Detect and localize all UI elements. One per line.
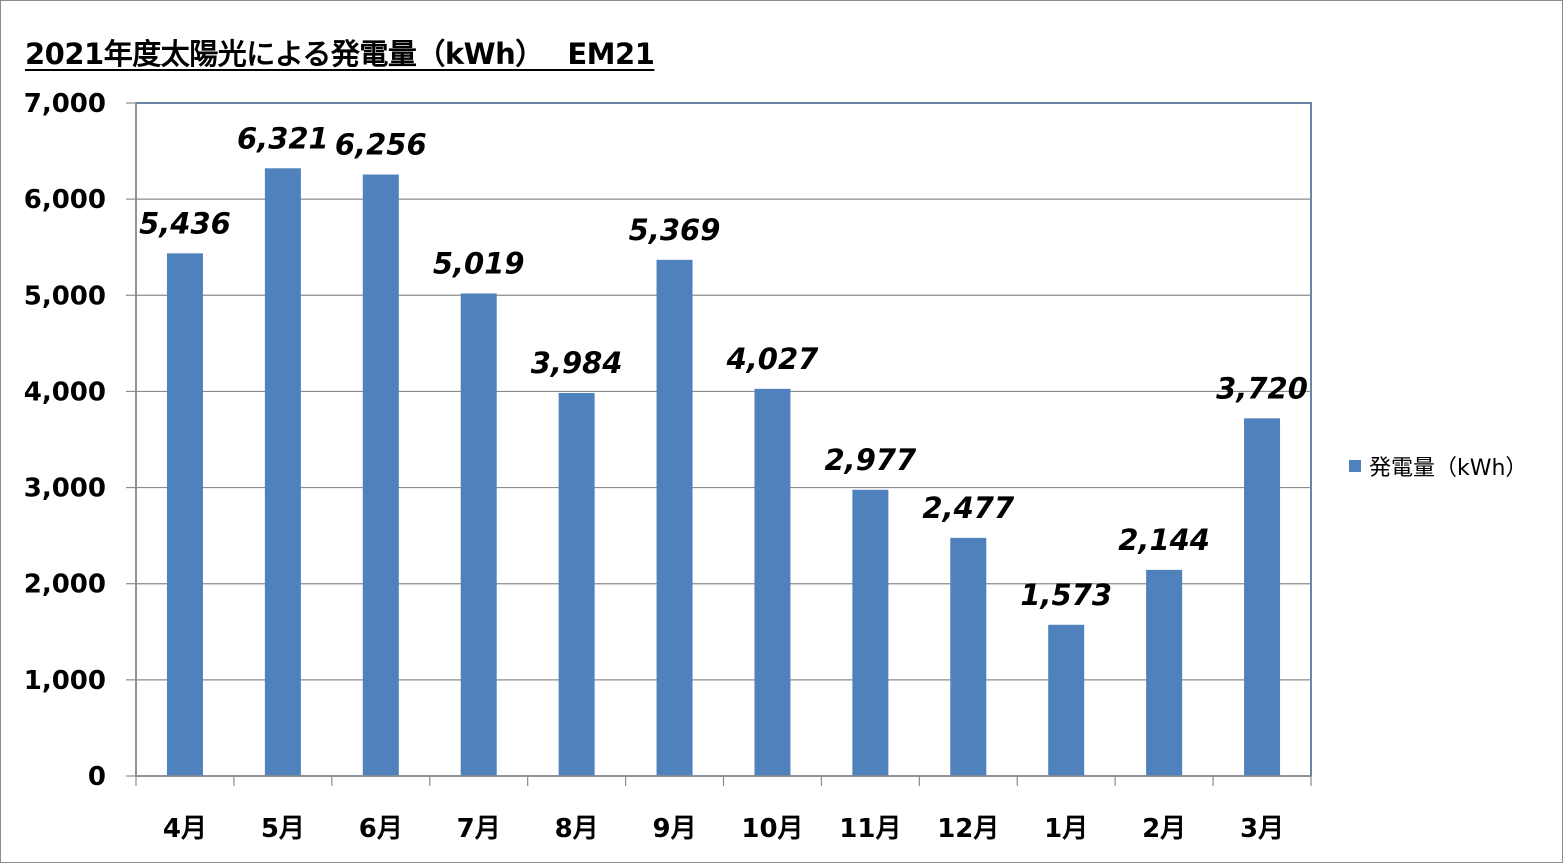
legend-swatch xyxy=(1349,460,1361,472)
legend: 発電量（kWh） xyxy=(1349,450,1527,482)
bar xyxy=(656,259,693,777)
x-category-label: 7月 xyxy=(457,814,501,844)
bar xyxy=(852,489,889,776)
data-label: 5,436 xyxy=(139,206,231,240)
bar xyxy=(166,253,203,776)
y-tick-label: 1,000 xyxy=(24,666,106,696)
y-tick-label: 6,000 xyxy=(24,185,106,215)
bar xyxy=(362,174,399,777)
data-label: 3,984 xyxy=(531,346,623,380)
chart-title: 2021年度太陽光による発電量（kWh） EM21 xyxy=(25,37,655,71)
x-category-label: 12月 xyxy=(937,814,999,844)
legend-label: 発電量（kWh） xyxy=(1369,456,1528,481)
x-category-label: 6月 xyxy=(359,814,403,844)
data-label: 5,369 xyxy=(629,213,721,247)
x-category-label: 3月 xyxy=(1240,814,1284,844)
y-tick-label: 2,000 xyxy=(24,570,106,600)
y-tick-label: 5,000 xyxy=(24,281,106,311)
y-tick-label: 7,000 xyxy=(24,89,106,119)
data-label: 3,720 xyxy=(1216,371,1308,405)
data-label: 2,977 xyxy=(825,443,918,477)
bar xyxy=(558,392,595,776)
bar xyxy=(754,388,791,776)
x-category-label: 5月 xyxy=(261,814,305,844)
data-label: 6,256 xyxy=(335,128,427,162)
data-label: 6,321 xyxy=(237,121,329,155)
y-tick-label: 3,000 xyxy=(24,474,106,504)
data-label: 5,019 xyxy=(433,246,525,280)
bar xyxy=(1146,569,1183,776)
x-category-label: 4月 xyxy=(163,814,207,844)
data-label: 2,477 xyxy=(922,491,1015,525)
data-label: 2,144 xyxy=(1118,523,1210,557)
x-category-label: 11月 xyxy=(839,814,901,844)
x-category-label: 8月 xyxy=(555,814,599,844)
bar xyxy=(1244,418,1281,776)
y-tick-label: 4,000 xyxy=(24,377,106,407)
x-category-label: 2月 xyxy=(1142,814,1186,844)
bar xyxy=(460,293,497,776)
bar xyxy=(950,537,987,776)
data-label: 1,573 xyxy=(1020,578,1112,612)
bar xyxy=(1048,624,1085,776)
x-category-label: 10月 xyxy=(741,814,803,844)
plot-border xyxy=(135,102,1312,777)
x-category-label: 9月 xyxy=(652,814,696,844)
x-category-label: 1月 xyxy=(1044,814,1088,844)
y-tick-label: 0 xyxy=(88,762,106,792)
bar xyxy=(264,168,301,776)
data-label: 4,027 xyxy=(726,342,820,376)
